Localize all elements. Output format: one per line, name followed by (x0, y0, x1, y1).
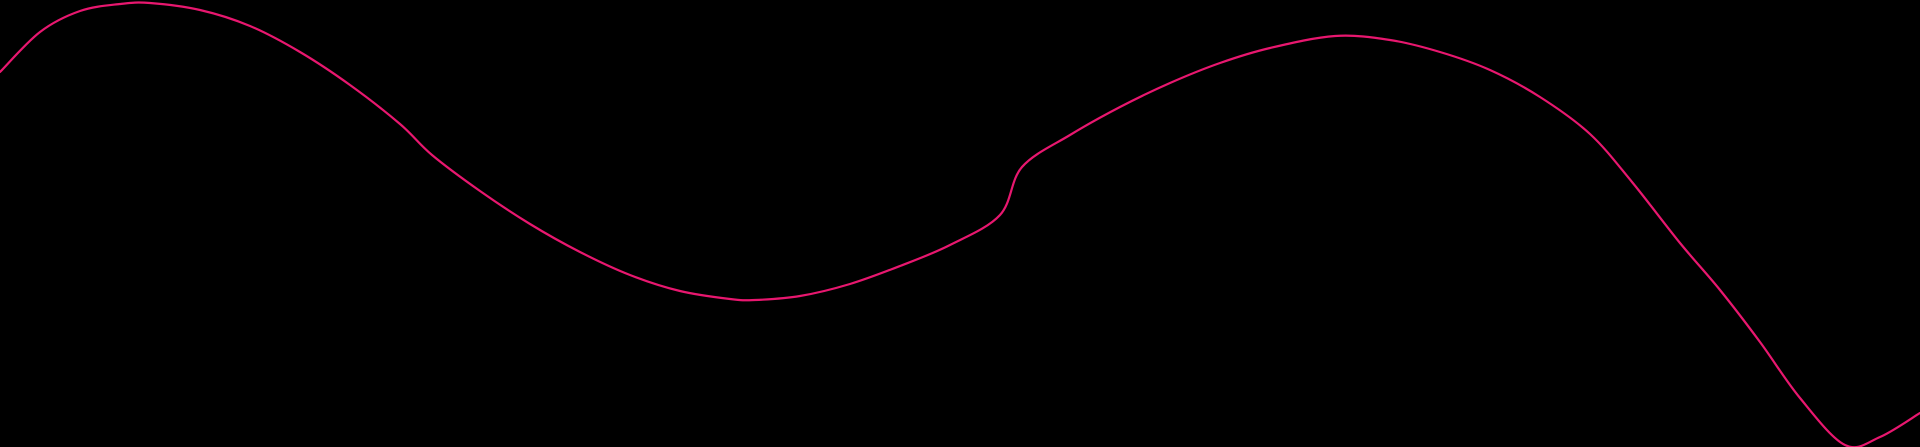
chart-background (0, 0, 1920, 447)
chart-root (0, 0, 1920, 447)
wave-line-chart-svg (0, 0, 1920, 447)
series-line-wave (0, 1, 1920, 447)
